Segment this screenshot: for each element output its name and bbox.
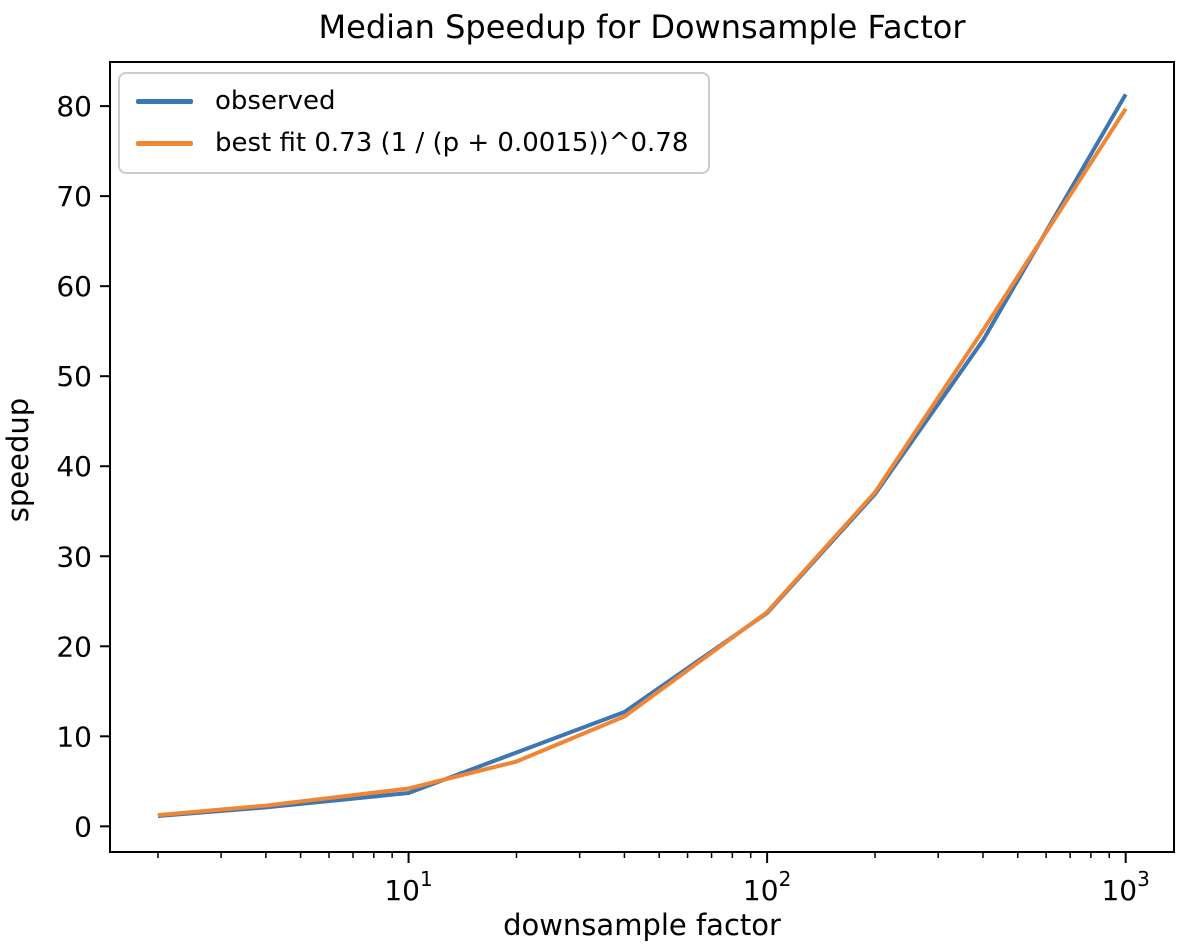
y-tick-label: 40 xyxy=(56,450,92,483)
x-axis-label: downsample factor xyxy=(503,908,781,942)
y-tick-label: 50 xyxy=(56,360,92,393)
legend-item-observed: observed xyxy=(136,86,688,116)
series-line-observed xyxy=(157,93,1128,818)
x-tick-label: 102 xyxy=(743,867,791,907)
y-tick-label: 30 xyxy=(56,540,92,573)
y-tick-label: 70 xyxy=(56,180,92,213)
legend-line-swatch-observed xyxy=(136,98,193,104)
y-tick-label: 20 xyxy=(56,630,92,663)
legend-item-best-fit: best fit 0.73 (1 / (p + 0.0015))^0.78 xyxy=(136,128,688,158)
legend-label-observed: observed xyxy=(215,86,336,116)
legend: observed best fit 0.73 (1 / (p + 0.0015)… xyxy=(118,72,711,174)
x-tick-label: 101 xyxy=(384,867,432,907)
chart-title: Median Speedup for Downsample Factor xyxy=(318,8,966,46)
y-tick-label: 10 xyxy=(56,720,92,753)
axis-frame xyxy=(109,61,1175,853)
legend-line-swatch-best-fit xyxy=(136,140,193,146)
y-tick-label: 60 xyxy=(56,270,92,303)
x-tick-label: 103 xyxy=(1101,867,1149,907)
legend-label-best-fit: best fit 0.73 (1 / (p + 0.0015))^0.78 xyxy=(215,128,689,158)
y-tick-label: 0 xyxy=(74,810,92,843)
y-axis-label: speedup xyxy=(1,397,35,523)
y-tick-label: 80 xyxy=(56,90,92,123)
series-line-best-fit xyxy=(157,107,1128,818)
